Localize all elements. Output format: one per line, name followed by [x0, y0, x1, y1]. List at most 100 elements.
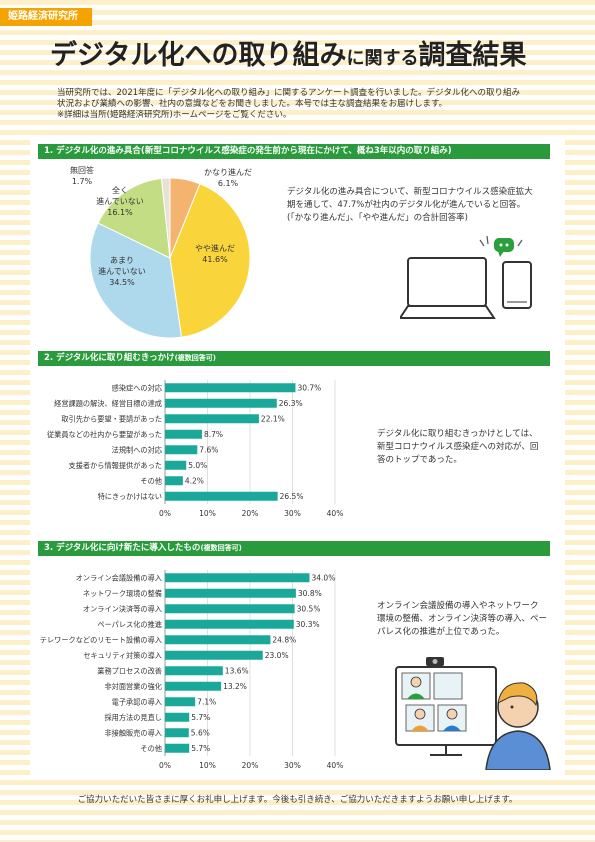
x-tick-label: 40% [327, 761, 344, 770]
page-title: デジタル化への取り組みに関する調査結果 [50, 33, 526, 72]
value-label: 30.3% [296, 620, 320, 629]
value-label: 7.1% [197, 697, 216, 706]
bar [165, 635, 271, 645]
value-label: 34.0% [312, 573, 336, 582]
section3-heading: 3. デジタル化に向け新たに導入したもの(複数回答可) [38, 541, 550, 556]
pie-category-label: 進んでいない [98, 267, 146, 276]
bar [165, 414, 259, 424]
desc-line: パレス化の推進が上位であった。 [377, 627, 505, 637]
bar-chart-triggers: 0% 10% 20% 30% 40% 感染症への対応 30.7% 経営課題の解決、経営目標の達… [47, 380, 343, 518]
bar [165, 398, 277, 408]
pie-category-label: 進んでいない [96, 197, 144, 206]
section3-sub: (複数回答可) [200, 544, 242, 552]
value-label: 26.5% [280, 492, 304, 501]
bar [165, 460, 187, 470]
category-label: 採用方法の見直し [104, 713, 162, 722]
bar [165, 383, 296, 393]
section2-heading: 2. デジタル化に取り組むきっかけ(複数回答可) [38, 351, 550, 366]
value-label: 26.3% [279, 399, 303, 408]
pie-value-label: 6.1% [218, 179, 239, 188]
value-label: 30.8% [298, 589, 322, 598]
desc-line: 環境の整備、オンライン決済等の導入、ペー [377, 614, 548, 624]
bar [165, 491, 278, 501]
bar [165, 650, 263, 660]
category-label: 電子承認の導入 [112, 697, 162, 706]
desc-line: 期を通して、47.7%が社内のデジタル化が進んでいると回答。 [287, 200, 526, 210]
pie-category-label: やや進んだ [195, 244, 235, 253]
pie-slice [89, 222, 183, 339]
title-mid: に関する [346, 48, 419, 69]
desc-line: (「かなり進んだ」、「やや進んだ」の合計回答率) [287, 213, 468, 223]
smartphone-icon [502, 261, 532, 309]
intro-line: 状況および業績への影響、社内の意識などをお聞きしました。本号では主な調査結果をお… [57, 99, 448, 109]
x-tick-label: 20% [242, 761, 259, 770]
category-label: ネットワーク環境の整備 [83, 589, 162, 598]
value-label: 13.6% [225, 666, 249, 675]
pie-slice [169, 183, 251, 338]
bar [165, 604, 295, 614]
laptop-illustration [400, 235, 532, 319]
value-label: 22.1% [261, 414, 285, 423]
intro-line: ※詳細は当所(姫路経済研究所)ホームページをご覧ください。 [57, 110, 292, 120]
bar [165, 573, 310, 583]
value-label: 5.6% [191, 728, 210, 737]
category-label: 取引先から要望・要請があった [61, 414, 162, 423]
section1-heading: 1. デジタル化の進み具合(新型コロナウイルス感染症の発生前から現在にかけて、概… [38, 144, 550, 159]
category-label: その他 [140, 476, 162, 485]
title-end: 調査結果 [418, 40, 527, 71]
category-label: テレワークなどのリモート設備の導入 [40, 635, 162, 644]
category-label: 経営課題の解決、経営目標の達成 [54, 399, 162, 408]
category-label: 特にきっかけはない [98, 492, 162, 501]
x-tick-label: 30% [284, 509, 301, 518]
org-tag: 姫路経済研究所 [0, 8, 92, 26]
intro-text: 当研究所では、2021年度に「デジタル化への取り組み」に関するアンケート調査を行… [57, 88, 557, 121]
category-label: ペーパレス化の推進 [97, 620, 162, 629]
section2-description: デジタル化に取り組むきっかけとしては、 新型コロナウイルス感染症への対応が、回 … [377, 428, 538, 467]
section2-title: 2. デジタル化に取り組むきっかけ [44, 353, 175, 363]
category-label: セキュリティ対策の導入 [83, 651, 162, 660]
bar [165, 743, 190, 753]
value-label: 30.5% [297, 604, 321, 613]
x-tick-label: 10% [199, 761, 216, 770]
category-label: 非対面営業の強化 [104, 682, 162, 691]
bar [165, 712, 190, 722]
video-conference-illustration [395, 657, 551, 770]
bar [165, 588, 296, 598]
section3-title: 3. デジタル化に向け新たに導入したもの [44, 543, 201, 553]
bar [165, 429, 202, 439]
footer-message: ご協力いただいた皆さまに厚くお礼申し上げます。今後も引き続き、ご協力いただきます… [77, 795, 518, 805]
desc-line: 新型コロナウイルス感染症への対応が、回 [377, 442, 539, 452]
desc-line: デジタル化に取り組むきっかけとしては、 [377, 429, 538, 439]
value-label: 24.8% [272, 635, 296, 644]
pie-chart: かなり進んだ6.1%やや進んだ41.6%あまり進んでいない34.5%全く進んでい… [70, 165, 252, 339]
bar [165, 666, 223, 676]
laptop-icon [407, 257, 487, 307]
pie-value-label: 41.6% [202, 255, 228, 264]
section2-sub: (複数回答可) [174, 354, 217, 362]
x-tick-label: 0% [159, 509, 171, 518]
pie-value-label: 1.7% [72, 177, 93, 186]
pie-value-label: 34.5% [109, 278, 135, 287]
title-main: デジタル化への取り組み [50, 40, 347, 71]
value-label: 5.0% [188, 461, 207, 470]
pie-slice [160, 177, 171, 259]
bar [165, 681, 222, 691]
value-label: 5.7% [191, 744, 210, 753]
pie-category-label: 全く [112, 185, 128, 195]
bar [165, 476, 183, 486]
category-label: 感染症への対応 [112, 383, 162, 392]
category-label: 法規制への対応 [112, 445, 162, 454]
intro-line: 当研究所では、2021年度に「デジタル化への取り組み」に関するアンケート調査を行… [57, 88, 520, 98]
value-label: 4.2% [185, 476, 204, 485]
chat-bubble-icon [494, 238, 514, 252]
category-label: 非接触販売の導入 [104, 728, 162, 737]
pie-category-label: 無回答 [70, 165, 94, 175]
section3-description: オンライン会議設備の導入やネットワーク 環境の整備、オンライン決済等の導入、ペー… [377, 600, 547, 639]
value-label: 7.6% [199, 445, 218, 454]
value-label: 5.7% [191, 713, 210, 722]
category-label: オンライン決済等の導入 [83, 604, 162, 613]
bar [165, 445, 198, 455]
x-tick-label: 30% [284, 761, 301, 770]
desc-line: オンライン会議設備の導入やネットワーク [377, 601, 539, 611]
